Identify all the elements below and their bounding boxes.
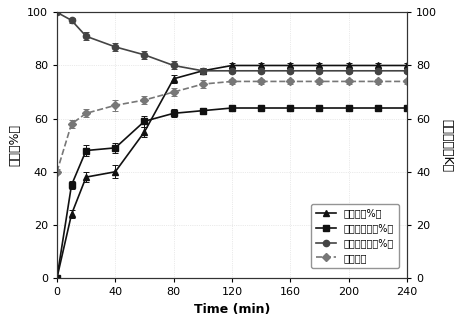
- 多糖回收率（%）: [346, 69, 352, 73]
- 选择系数: [287, 79, 293, 83]
- 选择系数: [83, 111, 89, 115]
- 脆色率（%）: [375, 64, 381, 67]
- 多糖回收率（%）: [69, 18, 74, 22]
- 选择系数: [229, 79, 235, 83]
- 蛋白去除率（%）: [404, 106, 410, 110]
- Line: 多糖回收率（%）: 多糖回收率（%）: [54, 9, 410, 74]
- 选择系数: [404, 79, 410, 83]
- 选择系数: [142, 98, 147, 102]
- 蛋白去除率（%）: [83, 149, 89, 153]
- 脆色率（%）: [54, 276, 60, 280]
- 蛋白去除率（%）: [375, 106, 381, 110]
- Line: 脆色率（%）: 脆色率（%）: [54, 62, 410, 281]
- 多糖回收率（%）: [316, 69, 322, 73]
- 蛋白去除率（%）: [171, 111, 176, 115]
- 脆色率（%）: [200, 69, 206, 73]
- 脆色率（%）: [112, 170, 118, 174]
- 脆色率（%）: [258, 64, 264, 67]
- 脆色率（%）: [346, 64, 352, 67]
- Line: 蛋白去除率（%）: 蛋白去除率（%）: [54, 105, 410, 281]
- 蛋白去除率（%）: [54, 276, 60, 280]
- Line: 选择系数: 选择系数: [54, 78, 410, 175]
- 选择系数: [258, 79, 264, 83]
- 多糖回收率（%）: [83, 34, 89, 38]
- 蛋白去除率（%）: [287, 106, 293, 110]
- 多糖回收率（%）: [54, 10, 60, 14]
- 蛋白去除率（%）: [316, 106, 322, 110]
- 选择系数: [316, 79, 322, 83]
- 蛋白去除率（%）: [69, 183, 74, 187]
- 选择系数: [171, 90, 176, 94]
- 多糖回收率（%）: [200, 69, 206, 73]
- 多糖回收率（%）: [171, 64, 176, 67]
- Legend: 脆色率（%）, 蛋白去除率（%）, 多糖回收率（%）, 选择系数: 脆色率（%）, 蛋白去除率（%）, 多糖回收率（%）, 选择系数: [311, 203, 399, 268]
- 蛋白去除率（%）: [200, 109, 206, 113]
- 选择系数: [375, 79, 381, 83]
- 选择系数: [200, 82, 206, 86]
- 选择系数: [112, 103, 118, 107]
- 多糖回收率（%）: [404, 69, 410, 73]
- 脆色率（%）: [142, 130, 147, 134]
- 脆色率（%）: [69, 212, 74, 216]
- 脆色率（%）: [83, 175, 89, 179]
- 脆色率（%）: [404, 64, 410, 67]
- 蛋白去除率（%）: [112, 146, 118, 150]
- 脆色率（%）: [171, 77, 176, 81]
- X-axis label: Time (min): Time (min): [194, 303, 270, 316]
- 多糖回收率（%）: [142, 53, 147, 57]
- Y-axis label: 比例（%）: 比例（%）: [8, 124, 21, 166]
- 多糖回收率（%）: [229, 69, 235, 73]
- 脆色率（%）: [316, 64, 322, 67]
- 脆色率（%）: [287, 64, 293, 67]
- 多糖回收率（%）: [287, 69, 293, 73]
- 蛋白去除率（%）: [229, 106, 235, 110]
- 选择系数: [69, 122, 74, 126]
- 多糖回收率（%）: [112, 45, 118, 49]
- 选择系数: [54, 170, 60, 174]
- Y-axis label: 选择系数（K）: 选择系数（K）: [441, 119, 454, 172]
- 多糖回收率（%）: [258, 69, 264, 73]
- 蛋白去除率（%）: [142, 119, 147, 123]
- 脆色率（%）: [229, 64, 235, 67]
- 蛋白去除率（%）: [346, 106, 352, 110]
- 蛋白去除率（%）: [258, 106, 264, 110]
- 选择系数: [346, 79, 352, 83]
- 多糖回收率（%）: [375, 69, 381, 73]
